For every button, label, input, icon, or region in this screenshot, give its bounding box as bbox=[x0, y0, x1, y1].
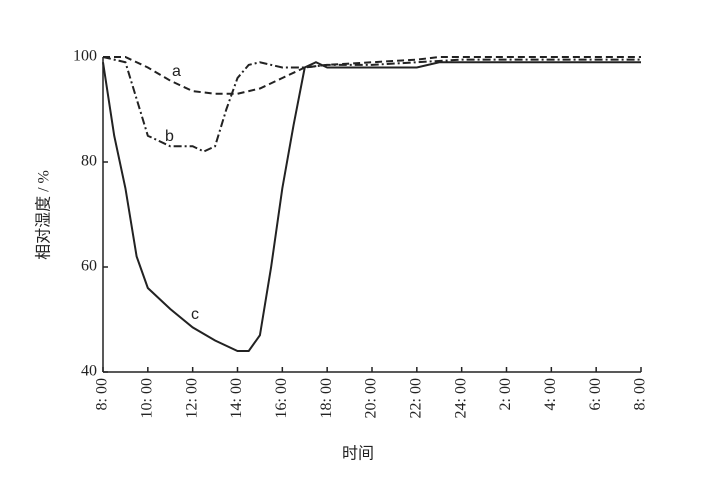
series-label: c bbox=[191, 306, 199, 323]
series-line bbox=[103, 56, 641, 95]
x-tick-label: 10: 00 bbox=[139, 378, 156, 418]
series-line bbox=[102, 61, 641, 352]
x-tick-label: 2: 00 bbox=[497, 378, 514, 410]
x-tick-label: 20: 00 bbox=[363, 378, 380, 418]
series-label: b bbox=[165, 128, 174, 145]
x-tick-label: 14: 00 bbox=[228, 378, 245, 418]
x-tick-label: 12: 00 bbox=[183, 378, 200, 418]
y-tick-label: 80 bbox=[81, 153, 97, 170]
x-axis-label: 时间 bbox=[342, 445, 374, 463]
x-tick-label: 16: 00 bbox=[273, 378, 290, 418]
y-axis-label: 相对湿度 / % bbox=[35, 170, 53, 260]
y-tick-label: 60 bbox=[81, 258, 97, 275]
x-tick-label: 18: 00 bbox=[318, 378, 335, 418]
x-tick-label: 4: 00 bbox=[542, 378, 559, 410]
x-tick-label: 6: 00 bbox=[587, 378, 604, 410]
series-label: a bbox=[172, 63, 181, 80]
series-line bbox=[102, 56, 641, 153]
x-tick-label: 8: 00 bbox=[94, 378, 111, 410]
y-tick-label: 100 bbox=[73, 48, 97, 65]
x-tick-label: 8: 00 bbox=[632, 378, 649, 410]
x-tick-label: 22: 00 bbox=[408, 378, 425, 418]
y-tick-label: 40 bbox=[81, 363, 97, 380]
x-tick-label: 24: 00 bbox=[452, 378, 469, 418]
